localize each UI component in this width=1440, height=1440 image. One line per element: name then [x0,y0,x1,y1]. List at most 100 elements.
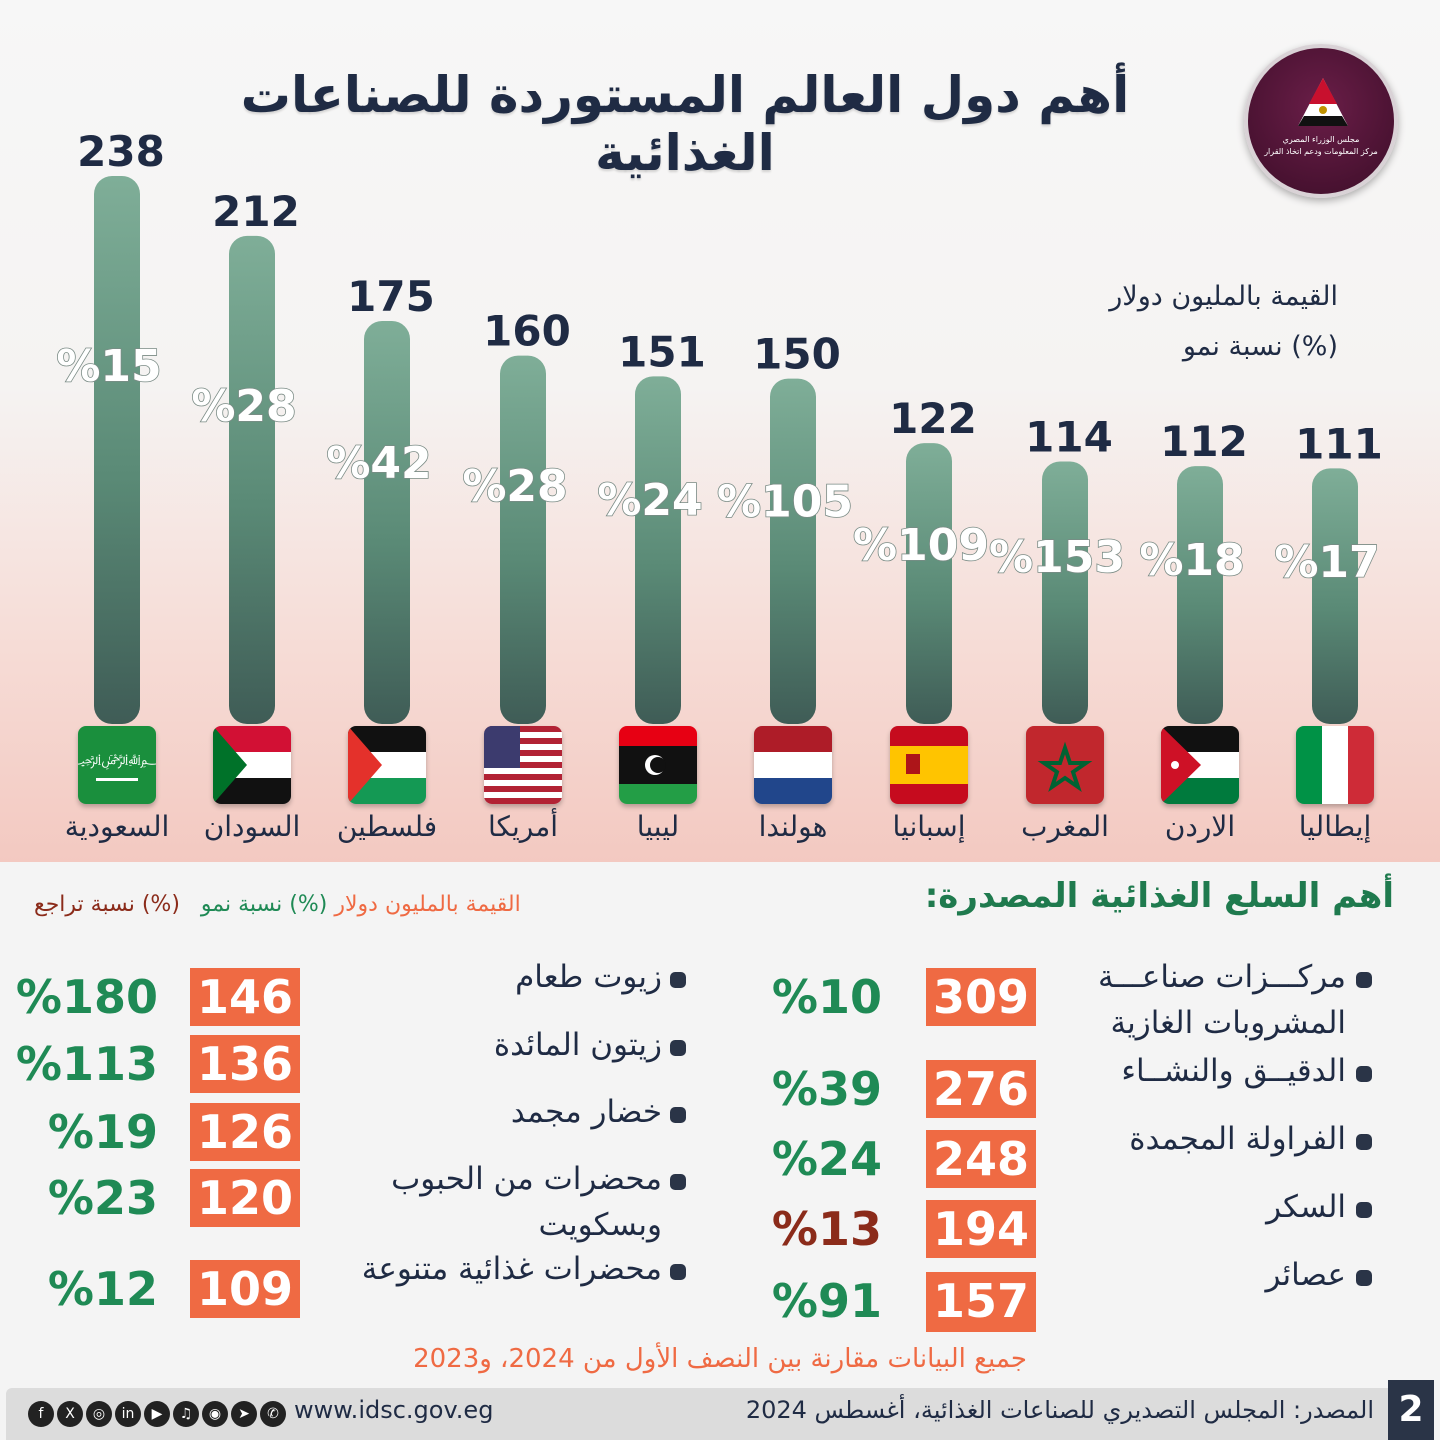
bullet-icon [670,1107,686,1123]
bar-value-label: 238 [77,127,165,176]
country-label: الاردن [1164,810,1236,843]
social-icon[interactable]: in [115,1401,141,1427]
bar-value-label: 111 [1295,419,1383,468]
logo-line2: مركز المعلومات ودعم اتخاذ القرار [1264,147,1378,156]
bullet-icon [670,1174,686,1190]
bar-value-label: 175 [347,272,435,321]
legend-decline: (%) نسبة تراجع [34,892,180,917]
social-icon[interactable]: ◎ [86,1401,112,1427]
page-number: 2 [1388,1380,1434,1440]
commodity-label: خضار مجمد [510,1094,662,1130]
bar-growth-label: %15 [56,341,161,392]
commodity-label: السكر [1266,1189,1346,1225]
bar-growth-label: %109 [853,520,989,571]
bar-value-label: 114 [1025,413,1113,462]
bar-value-label: 160 [483,307,571,356]
country-label: المغرب [1021,810,1109,843]
commodity-label: مركـــزات صناعـــة المشروبات الغازية [1098,959,1346,1041]
commodity-label: الفراولة المجمدة [1129,1121,1346,1157]
bullet-icon [670,1264,686,1280]
legend-value-label: القيمة بالمليون دولار [1109,281,1338,312]
social-icons: f X ◎ in ▶ ♫ ◉ ➤ ✆ [28,1401,286,1429]
bar-chart: 238 %15 212 %28 175 %42 160 %28 151 %24 150 %105 122… [56,127,1383,724]
flag-icon [348,726,426,804]
commodity-growth: %23 [47,1171,158,1225]
social-icon[interactable]: ✆ [260,1401,286,1427]
bar-7 [1042,461,1088,724]
country-label: فلسطين [336,810,438,843]
commodity-value: 120 [190,1169,300,1227]
bullet-icon [1356,1202,1372,1218]
social-icon[interactable]: X [57,1401,83,1427]
bar-growth-label: %17 [1274,537,1379,588]
flag-icon: ﷽ [78,726,156,804]
bullet-icon [670,972,686,988]
legend-value: القيمة بالمليون دولار [334,892,521,917]
bar-value-label: 122 [889,394,977,443]
social-icon[interactable]: ◉ [202,1401,228,1427]
bar-5 [770,378,816,724]
flag-icon [890,726,968,804]
social-icon[interactable]: ▶ [144,1401,170,1427]
commodity-value: 109 [190,1260,300,1318]
commodity-value: 309 [926,968,1036,1026]
data-note: جميع البيانات مقارنة بين النصف الأول من … [413,1344,1027,1374]
bar-6 [906,443,952,724]
logo-line1: مجلس الوزراء المصري [1282,135,1360,144]
bullet-icon [670,1040,686,1056]
bar-growth-label: %18 [1139,535,1244,586]
commodity-growth: %24 [771,1132,882,1186]
social-icon[interactable]: f [28,1401,54,1427]
bar-value-label: 112 [1160,417,1248,466]
commodity-growth: %19 [47,1105,158,1159]
bullet-icon [1356,1270,1372,1286]
country-label: هولندا [758,810,828,843]
commodity-value: 248 [926,1130,1036,1188]
idsc-logo: مجلس الوزراء المصري مركز المعلومات ودعم … [1244,44,1398,198]
bar-growth-label: %42 [326,438,431,489]
commodity-value: 136 [190,1035,300,1093]
country-label: إسبانيا [892,810,966,843]
flag-icon [619,726,697,804]
commodity-value: 194 [926,1200,1036,1258]
legend-growth-label: (%) نسبة نمو [1182,331,1338,362]
commodity-growth: %113 [15,1037,158,1091]
bar-9 [1312,468,1358,724]
bar-3 [500,355,546,724]
bar-growth-label: %105 [717,477,853,528]
country-label: السودان [203,810,301,843]
source-text: المصدر: المجلس التصديري للصناعات الغذائي… [745,1396,1374,1424]
bullet-icon [1356,1066,1372,1082]
bar-0 [94,176,140,724]
social-icon[interactable]: ♫ [173,1401,199,1427]
social-icon[interactable]: ➤ [231,1401,257,1427]
country-label: أمريكا [487,810,558,843]
egypt-flag-icon [1298,78,1348,126]
country-label: إيطاليا [1298,810,1372,843]
bar-2 [364,321,410,724]
flag-icon [1026,726,1104,804]
commodity-label: عصائر [1265,1257,1346,1293]
website-link[interactable]: www.idsc.gov.eg [294,1396,494,1424]
commodities-legend: القيمة بالمليون دولار (%) نسبة نمو (%) ن… [34,892,521,917]
commodity-label: محضرات من الحبوب وبسكويت [391,1161,662,1243]
commodity-growth: %91 [771,1274,882,1328]
page-title: أهم دول العالم المستوردة للصناعات الغذائ… [240,66,1130,182]
commodities-title: أهم السلع الغذائية المصدرة: [924,876,1394,916]
flag-icon [1161,726,1239,804]
bullet-icon [1356,1134,1372,1150]
commodity-growth: %10 [771,970,882,1024]
chart-legend: القيمة بالمليون دولار (%) نسبة نمو [1109,272,1338,372]
flag-icon [484,726,562,804]
commodity-growth: %180 [15,970,158,1024]
bullet-icon [1356,972,1372,988]
svg-text:﷽: ﷽ [78,752,156,770]
bar-growth-label: %153 [989,532,1125,583]
bar-growth-label: %28 [462,461,567,512]
commodity-value: 276 [926,1060,1036,1118]
bar-4 [635,376,681,724]
bar-growth-label: %28 [191,381,296,432]
commodity-label: محضرات غذائية متنوعة [361,1251,662,1287]
bar-1 [229,235,275,724]
flag-icon [754,726,832,804]
